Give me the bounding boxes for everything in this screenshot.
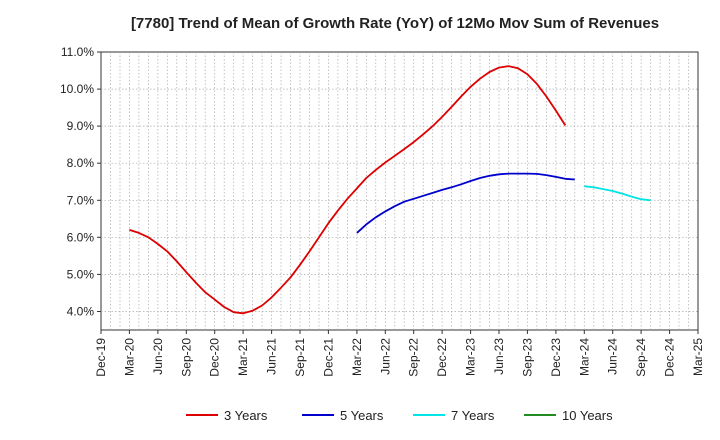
x-tick-label: Dec-22	[435, 338, 449, 377]
y-tick-label: 6.0%	[67, 230, 95, 244]
x-tick-label: Mar-25	[691, 338, 705, 376]
x-tick-label: Mar-21	[236, 338, 250, 376]
legend-label-3-years: 3 Years	[224, 408, 268, 423]
y-tick-label: 7.0%	[67, 193, 95, 207]
legend-label-5-years: 5 Years	[340, 408, 384, 423]
legend-label-10-years: 10 Years	[562, 408, 613, 423]
chart-title: [7780] Trend of Mean of Growth Rate (YoY…	[131, 15, 659, 32]
y-tick-label: 4.0%	[67, 305, 95, 319]
x-tick-label: Jun-21	[265, 338, 279, 375]
y-tick-label: 9.0%	[67, 119, 95, 133]
x-tick-label: Sep-23	[520, 338, 534, 377]
x-tick-label: Sep-20	[179, 338, 193, 377]
legend-label-7-years: 7 Years	[451, 408, 495, 423]
x-tick-label: Jun-22	[378, 338, 392, 375]
legend: 3 Years 5 Years 7 Years 10 Years	[186, 408, 613, 423]
x-tick-label: Sep-24	[634, 338, 648, 377]
grid-lines	[101, 52, 698, 330]
y-tick-label: 11.0%	[61, 45, 94, 59]
plot-area	[100, 51, 699, 331]
x-tick-label: Mar-22	[350, 338, 364, 376]
y-axis: 4.0% 5.0% 6.0% 7.0% 8.0% 9.0% 10.0% 11.0%	[60, 45, 101, 319]
y-tick-label: 10.0%	[60, 82, 94, 96]
x-tick-label: Jun-24	[606, 338, 620, 375]
x-tick-label: Jun-20	[151, 338, 165, 375]
series-line-5-years	[356, 172, 575, 234]
y-tick-label: 5.0%	[67, 267, 95, 281]
x-tick-label: Dec-21	[321, 338, 335, 377]
x-tick-label: Sep-22	[407, 338, 421, 377]
x-tick-label: Dec-24	[663, 338, 677, 377]
x-tick-label: Jun-23	[492, 338, 506, 375]
x-axis: Dec-19 Mar-20 Jun-20 Sep-20 Dec-20 Mar-21 Jun-…	[94, 330, 705, 377]
x-tick-label: Sep-21	[293, 338, 307, 377]
y-tick-label: 8.0%	[67, 156, 95, 170]
x-tick-label: Mar-23	[464, 338, 478, 376]
x-tick-label: Dec-20	[208, 338, 222, 377]
series-line-3-years	[129, 65, 567, 315]
x-tick-label: Dec-19	[94, 338, 108, 377]
x-tick-label: Dec-23	[549, 338, 563, 377]
x-tick-label: Mar-24	[577, 338, 591, 376]
series-line-7-years	[584, 185, 651, 202]
series-lines	[129, 65, 651, 315]
x-tick-label: Mar-20	[122, 338, 136, 376]
